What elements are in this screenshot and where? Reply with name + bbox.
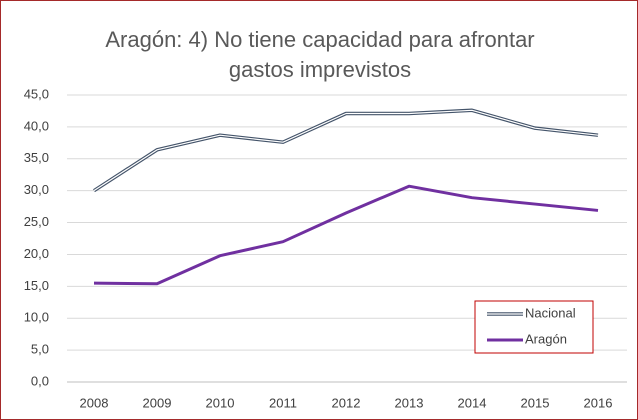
x-tick-label: 2014 — [458, 395, 487, 410]
legend-label: Nacional — [525, 305, 576, 320]
y-tick-label: 15,0 — [24, 278, 49, 293]
x-tick-label: 2010 — [206, 395, 235, 410]
x-tick-label: 2012 — [332, 395, 361, 410]
series-line-highlight — [93, 109, 599, 192]
x-tick-label: 2013 — [395, 395, 424, 410]
y-tick-label: 20,0 — [24, 246, 49, 261]
x-tick-label: 2011 — [269, 395, 297, 410]
chart-title: Aragón: 4) No tiene capacidad para afron… — [105, 27, 535, 82]
y-tick-label: 0,0 — [31, 373, 49, 388]
legend-box — [474, 300, 594, 354]
y-tick-label: 10,0 — [24, 310, 49, 325]
y-tick-label: 35,0 — [24, 150, 49, 165]
y-tick-label: 5,0 — [31, 342, 49, 357]
legend-label: Aragón — [525, 331, 567, 346]
y-tick-label: 45,0 — [24, 86, 49, 101]
x-tick-label: 2015 — [521, 395, 550, 410]
x-tick-label: 2008 — [80, 395, 109, 410]
y-tick-label: 25,0 — [24, 214, 49, 229]
x-tick-label: 2009 — [143, 395, 172, 410]
x-tick-label: 2016 — [584, 395, 613, 410]
y-tick-label: 40,0 — [24, 118, 49, 133]
series-line — [93, 184, 599, 286]
y-tick-label: 30,0 — [24, 182, 49, 197]
series-line — [93, 108, 599, 193]
